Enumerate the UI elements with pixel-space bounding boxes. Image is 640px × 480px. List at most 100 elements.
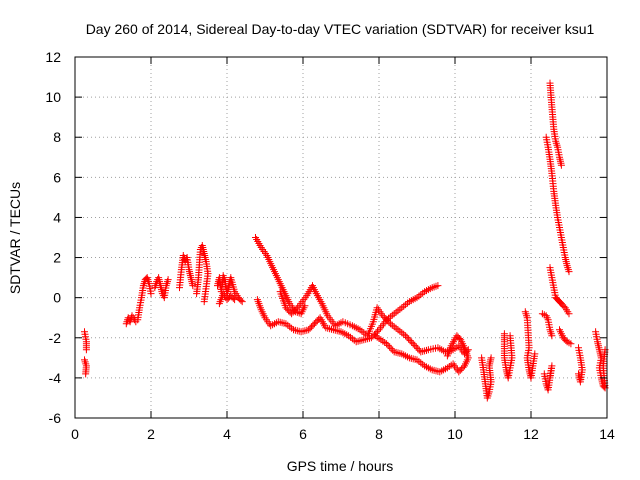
data-point bbox=[189, 282, 197, 290]
data-point bbox=[413, 356, 421, 364]
data-point bbox=[326, 325, 334, 333]
data-point bbox=[412, 343, 420, 351]
data-point bbox=[367, 334, 375, 342]
data-point bbox=[276, 318, 284, 326]
data-point bbox=[360, 336, 368, 344]
data-point bbox=[309, 321, 317, 329]
data-point bbox=[421, 347, 429, 355]
data-point bbox=[200, 298, 208, 306]
chart-title: Day 260 of 2014, Sidereal Day-to-day VTE… bbox=[86, 21, 595, 37]
data-point bbox=[406, 337, 414, 345]
data-point bbox=[402, 301, 410, 309]
data-point bbox=[292, 305, 300, 313]
data-point bbox=[394, 326, 402, 334]
data-point bbox=[283, 305, 291, 313]
data-point bbox=[352, 338, 360, 346]
data-point bbox=[383, 340, 391, 348]
data-point bbox=[388, 311, 396, 319]
data-point bbox=[398, 304, 406, 312]
x-tick-label: 0 bbox=[71, 426, 79, 442]
data-point bbox=[291, 307, 299, 315]
y-tick-label: 6 bbox=[53, 169, 61, 185]
data-point bbox=[417, 359, 425, 367]
data-point bbox=[456, 366, 464, 374]
data-point bbox=[312, 318, 320, 326]
y-tick-label: 4 bbox=[53, 209, 61, 225]
data-point bbox=[390, 348, 398, 356]
x-tick-label: 8 bbox=[375, 426, 383, 442]
data-point bbox=[308, 323, 316, 331]
data-point bbox=[390, 323, 398, 331]
data-point bbox=[567, 340, 575, 348]
x-tick-label: 4 bbox=[223, 426, 231, 442]
data-point bbox=[310, 320, 318, 328]
data-point bbox=[360, 329, 368, 337]
x-tick-label: 14 bbox=[599, 426, 615, 442]
x-axis-label: GPS time / hours bbox=[287, 458, 394, 474]
data-point bbox=[231, 296, 239, 304]
data-point bbox=[487, 354, 495, 362]
data-point bbox=[434, 282, 442, 290]
data-point bbox=[565, 310, 573, 318]
y-tick-label: 2 bbox=[53, 250, 61, 266]
data-point bbox=[329, 326, 337, 334]
data-point bbox=[387, 345, 395, 353]
data-point bbox=[394, 307, 402, 315]
data-point bbox=[386, 343, 394, 351]
x-tick-label: 12 bbox=[523, 426, 539, 442]
data-point bbox=[383, 317, 391, 325]
data-point bbox=[459, 363, 467, 371]
y-axis-label: SDTVAR / TECUs bbox=[7, 182, 23, 294]
data-point bbox=[164, 276, 172, 284]
data-point bbox=[392, 324, 400, 332]
data-point bbox=[417, 348, 425, 356]
data-point bbox=[306, 324, 314, 332]
x-axis: 0 2 4 6 8 10 12 14 bbox=[71, 57, 615, 442]
data-point bbox=[423, 346, 430, 354]
data-point bbox=[506, 332, 514, 340]
data-point bbox=[290, 326, 297, 334]
data-point bbox=[390, 310, 398, 318]
data-point bbox=[286, 323, 294, 331]
data-point bbox=[546, 372, 554, 380]
data-point bbox=[531, 350, 539, 358]
data-point bbox=[443, 352, 451, 360]
data-point bbox=[237, 296, 245, 304]
data-point bbox=[575, 370, 582, 378]
x-tick-label: 6 bbox=[299, 426, 307, 442]
data-point bbox=[408, 338, 416, 346]
data-point bbox=[458, 365, 466, 373]
plot-frame bbox=[74, 56, 608, 419]
data-point bbox=[356, 337, 364, 345]
y-tick-label: 12 bbox=[45, 49, 61, 65]
data-points bbox=[81, 79, 609, 402]
data-point bbox=[396, 305, 404, 313]
data-point bbox=[400, 302, 408, 310]
data-point bbox=[548, 332, 556, 340]
data-point bbox=[414, 345, 422, 353]
data-point bbox=[392, 308, 400, 316]
data-point bbox=[282, 320, 290, 328]
data-point bbox=[379, 312, 387, 320]
y-tick-label: 8 bbox=[53, 129, 61, 145]
data-point bbox=[415, 346, 423, 354]
grid bbox=[75, 57, 607, 418]
data-point bbox=[434, 367, 442, 375]
data-point bbox=[305, 326, 313, 334]
data-point bbox=[388, 321, 396, 329]
x-tick-label: 10 bbox=[447, 426, 463, 442]
data-point bbox=[398, 329, 406, 337]
data-point bbox=[297, 328, 305, 336]
data-point bbox=[396, 327, 404, 335]
data-point bbox=[294, 303, 302, 311]
data-point bbox=[409, 340, 417, 348]
data-point bbox=[282, 304, 290, 312]
data-point bbox=[385, 318, 393, 326]
y-tick-label: 0 bbox=[53, 290, 61, 306]
y-tick-label: 10 bbox=[45, 89, 61, 105]
data-point bbox=[600, 383, 608, 391]
data-point bbox=[288, 310, 296, 318]
data-point bbox=[455, 368, 463, 376]
data-point bbox=[229, 294, 237, 302]
